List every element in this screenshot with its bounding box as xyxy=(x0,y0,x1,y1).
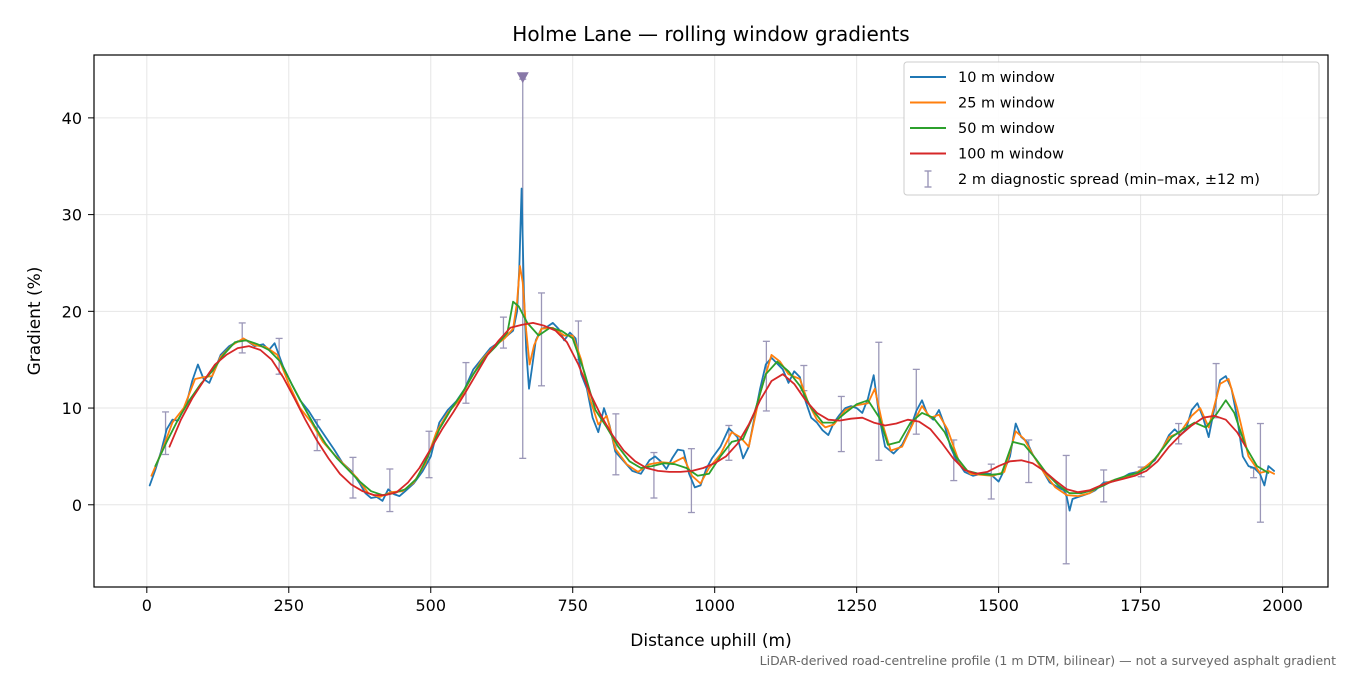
chart-title: Holme Lane — rolling window gradients xyxy=(512,22,909,46)
x-tick-label: 1750 xyxy=(1120,596,1161,615)
diagnostic-errorbar xyxy=(762,340,770,412)
series-layer xyxy=(148,72,1275,565)
diagnostic-errorbar xyxy=(537,292,545,387)
legend-entry: 100 m window xyxy=(910,147,1064,163)
x-tick-label: 1250 xyxy=(836,596,877,615)
x-tick-label: 0 xyxy=(142,596,152,615)
y-tick-label: 40 xyxy=(62,109,82,128)
x-tick-label: 500 xyxy=(415,596,446,615)
y-tick-label: 10 xyxy=(62,399,82,418)
diagnostic-errorbar xyxy=(499,316,507,349)
diagnostic-errorbar xyxy=(650,451,658,499)
legend-entry: 10 m window xyxy=(910,70,1055,86)
peak-marker-triangle xyxy=(516,72,529,84)
x-tick-label: 250 xyxy=(274,596,305,615)
x-tick-label: 750 xyxy=(557,596,588,615)
y-tick-label: 20 xyxy=(62,302,82,321)
series-line-50m xyxy=(154,300,1270,496)
x-tick-label: 1000 xyxy=(694,596,735,615)
diagnostic-errorbar xyxy=(837,395,845,453)
x-tick-label: 1500 xyxy=(978,596,1019,615)
legend-label: 25 m window xyxy=(958,96,1055,112)
y-tick-label: 30 xyxy=(62,206,82,225)
ticks-layer: 0 250 500 750 1000 1250 1500 1750 2000 0 10 20 30 40 xyxy=(62,109,1303,615)
diagnostic-errorbar xyxy=(912,368,920,435)
plot-frame xyxy=(93,54,1329,588)
legend-entry: 2 m diagnostic spread (min–max, ±12 m) xyxy=(924,170,1260,188)
legend-entry: 50 m window xyxy=(910,121,1055,137)
diagnostic-errorbar xyxy=(1062,454,1070,565)
legend-label: 100 m window xyxy=(958,147,1064,163)
x-axis-title: Distance uphill (m) xyxy=(630,631,791,651)
diagnostic-errorbar xyxy=(462,361,470,404)
y-axis-title: Gradient (%) xyxy=(25,267,45,376)
x-tick-label: 2000 xyxy=(1262,596,1303,615)
legend-label: 2 m diagnostic spread (min–max, ±12 m) xyxy=(958,172,1260,188)
diagnostic-errorbar xyxy=(349,456,357,499)
y-tick-label: 0 xyxy=(72,496,82,515)
legend: 10 m window 25 m window 50 m window 100 m w… xyxy=(903,61,1320,196)
legend-entry: 25 m window xyxy=(910,96,1055,112)
diagnostic-errorbar xyxy=(875,341,883,461)
legend-label: 10 m window xyxy=(958,70,1055,86)
legend-box xyxy=(903,61,1320,196)
footnote: LiDAR-derived road-centreline profile (1… xyxy=(760,653,1336,668)
series-line-100m xyxy=(168,322,1247,496)
legend-label: 50 m window xyxy=(958,121,1055,137)
